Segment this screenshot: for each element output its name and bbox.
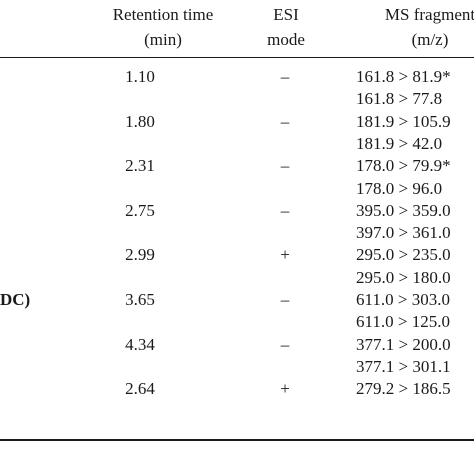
retention-time-cell: 1.10 (125, 67, 155, 86)
ms-fragment-cell: 397.0 > 361.0 (356, 223, 451, 243)
ms-fragment-cell: 178.0 > 96.0 (356, 178, 443, 198)
ms-fragment-cell: 611.0 > 125.0 (356, 312, 450, 332)
header-esi-line1: ESI (273, 5, 299, 24)
esi-mode-cell: – (280, 156, 290, 176)
esi-mode-cell: + (280, 245, 290, 265)
header-retention-time-line2: (min) (144, 30, 182, 49)
bottom-rule (0, 439, 474, 441)
header-ms-fragment: MS fragment (m/z) (350, 2, 474, 52)
ms-fragment-cell: 161.8 > 81.9* (356, 67, 451, 86)
retention-time-cell: 4.34 (125, 334, 155, 354)
ms-fragment-cell: 161.8 > 77.8 (356, 89, 443, 109)
header-retention-time: Retention time (min) (98, 2, 228, 52)
ms-fragment-cell: 178.0 > 79.9* (356, 156, 451, 176)
esi-mode-cell: – (280, 290, 290, 309)
ms-fragment-cell: 377.1 > 301.1 (356, 356, 451, 376)
header-retention-time-line1: Retention time (112, 5, 214, 24)
ms-fragment-cell: 295.0 > 180.0 (356, 267, 451, 287)
esi-mode-cell: – (280, 111, 290, 131)
retention-time-cell: 2.64 (125, 379, 155, 399)
esi-mode-cell: – (280, 67, 290, 86)
retention-time-cell: 2.31 (125, 156, 155, 176)
header-esi-line2: mode (267, 30, 305, 49)
esi-mode-cell: + (280, 379, 290, 399)
ms-fragment-cell: 181.9 > 42.0 (356, 133, 443, 153)
retention-time-cell: 1.80 (125, 111, 155, 131)
ms-fragment-cell: 377.1 > 200.0 (356, 334, 451, 354)
ms-fragment-cell: 181.9 > 105.9 (356, 111, 451, 131)
retention-time-cell: 2.75 (125, 200, 155, 220)
ms-fragment-cell: 611.0 > 303.0 (356, 290, 450, 309)
header-rule (0, 57, 474, 58)
compound-name: DC) (0, 290, 31, 309)
esi-mode-cell: – (280, 200, 290, 220)
ms-fragment-cell: 395.0 > 359.0 (356, 200, 451, 220)
header-esi-mode: ESI mode (245, 2, 327, 52)
esi-mode-cell: – (280, 334, 290, 354)
header-ms-line1: MS fragment (384, 5, 474, 24)
retention-time-cell: 2.99 (125, 245, 155, 265)
ms-fragment-cell: 279.2 > 186.5 (356, 379, 451, 399)
ms-fragment-cell: 295.0 > 235.0 (356, 245, 451, 265)
retention-time-cell: 3.65 (125, 290, 155, 309)
header-ms-line2: (m/z) (411, 30, 449, 49)
